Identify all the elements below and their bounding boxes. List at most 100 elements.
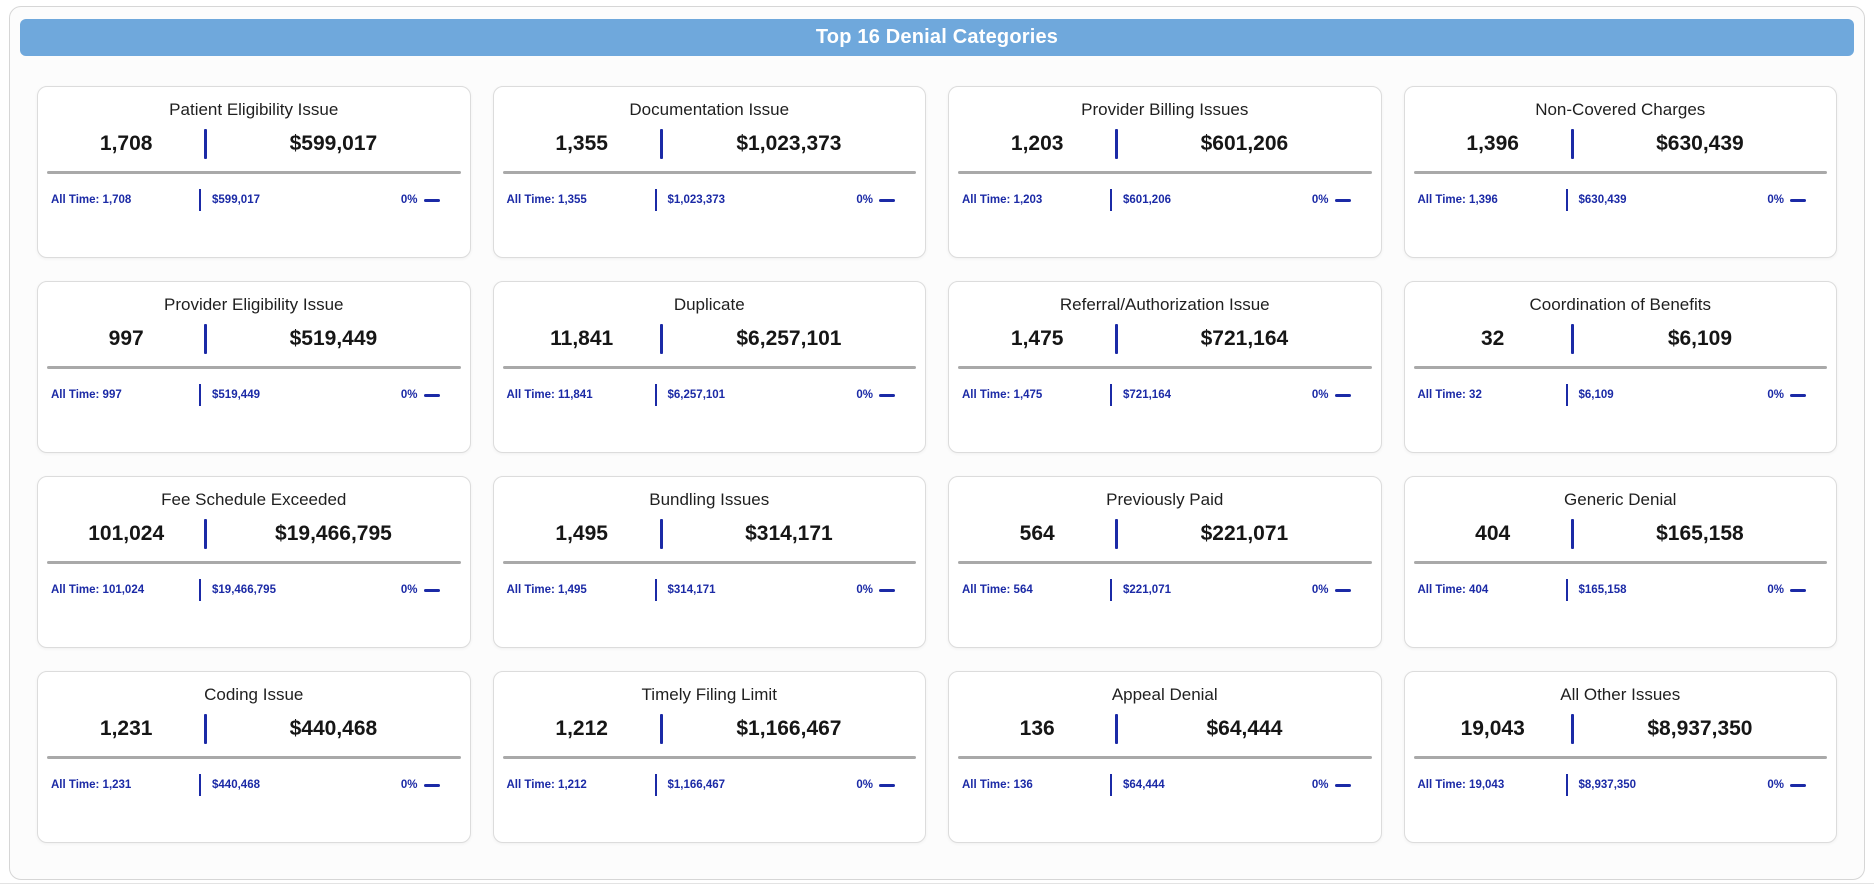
trend-indicator: 0% bbox=[1312, 389, 1351, 401]
card-alltime-metrics: All Time: 11,841 $6,257,101 0% bbox=[494, 384, 926, 406]
vertical-divider bbox=[659, 324, 663, 354]
flat-trend-icon bbox=[1790, 783, 1806, 787]
horizontal-rule bbox=[958, 171, 1372, 174]
card-count: 564 bbox=[1019, 522, 1055, 545]
vertical-divider bbox=[204, 714, 208, 744]
card-title: Appeal Denial bbox=[1111, 685, 1218, 704]
all-time-amount: $6,109 bbox=[1578, 389, 1614, 401]
flat-trend-icon bbox=[879, 783, 895, 787]
card-count: 136 bbox=[1019, 717, 1055, 740]
denial-category-card[interactable]: Coordination of Benefits 32 $6,109 All T… bbox=[1403, 281, 1837, 453]
horizontal-rule bbox=[47, 171, 461, 174]
card-current-metrics: 136 $64,444 bbox=[949, 714, 1381, 744]
denial-category-card[interactable]: Fee Schedule Exceeded 101,024 $19,466,79… bbox=[37, 476, 471, 648]
horizontal-rule bbox=[502, 171, 916, 174]
card-alltime-metrics: All Time: 1,396 $630,439 0% bbox=[1405, 189, 1837, 211]
trend-percent: 0% bbox=[400, 584, 418, 596]
card-alltime-metrics: All Time: 1,495 $314,171 0% bbox=[494, 579, 926, 601]
all-time-amount: $519,449 bbox=[212, 389, 260, 401]
vertical-divider bbox=[659, 714, 663, 744]
card-title: Patient Eligibility Issue bbox=[169, 100, 339, 119]
card-title: Documentation Issue bbox=[629, 100, 790, 119]
denial-category-card[interactable]: Bundling Issues 1,495 $314,171 All Time:… bbox=[492, 476, 926, 648]
denial-category-card[interactable]: Appeal Denial 136 $64,444 All Time: 136 … bbox=[948, 671, 1382, 843]
card-count: 1,355 bbox=[555, 132, 608, 155]
card-alltime-metrics: All Time: 1,708 $599,017 0% bbox=[38, 189, 470, 211]
card-alltime-metrics: All Time: 1,475 $721,164 0% bbox=[949, 384, 1381, 406]
horizontal-rule bbox=[502, 756, 916, 759]
card-title: Referral/Authorization Issue bbox=[1059, 295, 1270, 314]
vertical-divider bbox=[1115, 519, 1119, 549]
denial-category-card[interactable]: Generic Denial 404 $165,158 All Time: 40… bbox=[1403, 476, 1837, 648]
denial-category-card[interactable]: Timely Filing Limit 1,212 $1,166,467 All… bbox=[492, 671, 926, 843]
denial-category-card[interactable]: Provider Billing Issues 1,203 $601,206 A… bbox=[948, 86, 1382, 258]
all-time-count: All Time: 404 bbox=[1417, 584, 1489, 596]
vertical-divider-small bbox=[1565, 579, 1568, 601]
all-time-count: All Time: 997 bbox=[51, 389, 122, 401]
denial-category-card[interactable]: Documentation Issue 1,355 $1,023,373 All… bbox=[492, 86, 926, 258]
card-alltime-metrics: All Time: 101,024 $19,466,795 0% bbox=[38, 579, 470, 601]
trend-percent: 0% bbox=[1767, 194, 1784, 206]
denial-category-card[interactable]: Coding Issue 1,231 $440,468 All Time: 1,… bbox=[37, 671, 471, 843]
card-count: 1,231 bbox=[99, 717, 153, 740]
card-amount: $6,109 bbox=[1667, 327, 1733, 350]
card-alltime-metrics: All Time: 19,043 $8,937,350 0% bbox=[1405, 774, 1837, 796]
card-title: Previously Paid bbox=[1106, 490, 1224, 509]
vertical-divider-small bbox=[654, 774, 657, 796]
flat-trend-icon bbox=[1334, 588, 1351, 592]
all-time-amount: $6,257,101 bbox=[667, 389, 726, 401]
horizontal-rule bbox=[47, 756, 461, 759]
vertical-divider-small bbox=[1110, 384, 1113, 406]
trend-percent: 0% bbox=[856, 779, 873, 791]
vertical-divider bbox=[659, 129, 663, 159]
card-amount: $6,257,101 bbox=[736, 327, 842, 350]
card-count: 1,396 bbox=[1466, 132, 1519, 155]
horizontal-rule bbox=[1413, 561, 1827, 564]
card-current-metrics: 101,024 $19,466,795 bbox=[38, 519, 470, 549]
horizontal-rule bbox=[958, 366, 1372, 369]
card-current-metrics: 19,043 $8,937,350 bbox=[1405, 714, 1837, 744]
vertical-divider bbox=[1115, 324, 1119, 354]
denial-category-card[interactable]: Patient Eligibility Issue 1,708 $599,017… bbox=[37, 86, 471, 258]
trend-percent: 0% bbox=[1311, 779, 1329, 791]
card-amount: $1,166,467 bbox=[736, 717, 842, 740]
flat-trend-icon bbox=[879, 198, 895, 202]
card-current-metrics: 1,495 $314,171 bbox=[494, 519, 926, 549]
all-time-count: All Time: 1,475 bbox=[962, 389, 1043, 401]
all-time-amount: $165,158 bbox=[1578, 584, 1627, 596]
cards-grid: Patient Eligibility Issue 1,708 $599,017… bbox=[37, 86, 1837, 843]
vertical-divider-small bbox=[654, 189, 657, 211]
denial-category-card[interactable]: All Other Issues 19,043 $8,937,350 All T… bbox=[1403, 671, 1837, 843]
card-title: Fee Schedule Exceeded bbox=[161, 490, 347, 509]
trend-indicator: 0% bbox=[856, 194, 895, 206]
card-current-metrics: 1,231 $440,468 bbox=[38, 714, 470, 744]
flat-trend-icon bbox=[423, 198, 440, 202]
card-current-metrics: 997 $519,449 bbox=[38, 324, 470, 354]
horizontal-rule bbox=[47, 561, 461, 564]
denial-category-card[interactable]: Previously Paid 564 $221,071 All Time: 5… bbox=[948, 476, 1382, 648]
trend-percent: 0% bbox=[1311, 389, 1329, 401]
trend-indicator: 0% bbox=[401, 389, 440, 401]
trend-percent: 0% bbox=[1311, 194, 1329, 206]
denial-category-card[interactable]: Duplicate 11,841 $6,257,101 All Time: 11… bbox=[492, 281, 926, 453]
card-current-metrics: 11,841 $6,257,101 bbox=[494, 324, 926, 354]
horizontal-rule bbox=[502, 561, 916, 564]
denial-category-card[interactable]: Provider Eligibility Issue 997 $519,449 … bbox=[37, 281, 471, 453]
card-alltime-metrics: All Time: 1,231 $440,468 0% bbox=[38, 774, 470, 796]
all-time-count: All Time: 32 bbox=[1417, 389, 1482, 401]
card-amount: $221,071 bbox=[1200, 522, 1289, 545]
trend-indicator: 0% bbox=[856, 389, 895, 401]
card-amount: $8,937,350 bbox=[1647, 717, 1753, 740]
all-time-right-group: $519,449 0% bbox=[201, 389, 469, 401]
card-title: Generic Denial bbox=[1564, 490, 1677, 509]
all-time-amount: $1,166,467 bbox=[667, 779, 726, 791]
card-count: 1,203 bbox=[1010, 132, 1064, 155]
vertical-divider bbox=[204, 324, 208, 354]
all-time-count: All Time: 101,024 bbox=[51, 584, 145, 596]
horizontal-rule bbox=[958, 561, 1372, 564]
denial-category-card[interactable]: Non-Covered Charges 1,396 $630,439 All T… bbox=[1403, 86, 1837, 258]
denial-category-card[interactable]: Referral/Authorization Issue 1,475 $721,… bbox=[948, 281, 1382, 453]
card-current-metrics: 1,708 $599,017 bbox=[38, 129, 470, 159]
all-time-right-group: $599,017 0% bbox=[201, 194, 469, 206]
card-count: 1,212 bbox=[555, 717, 608, 740]
